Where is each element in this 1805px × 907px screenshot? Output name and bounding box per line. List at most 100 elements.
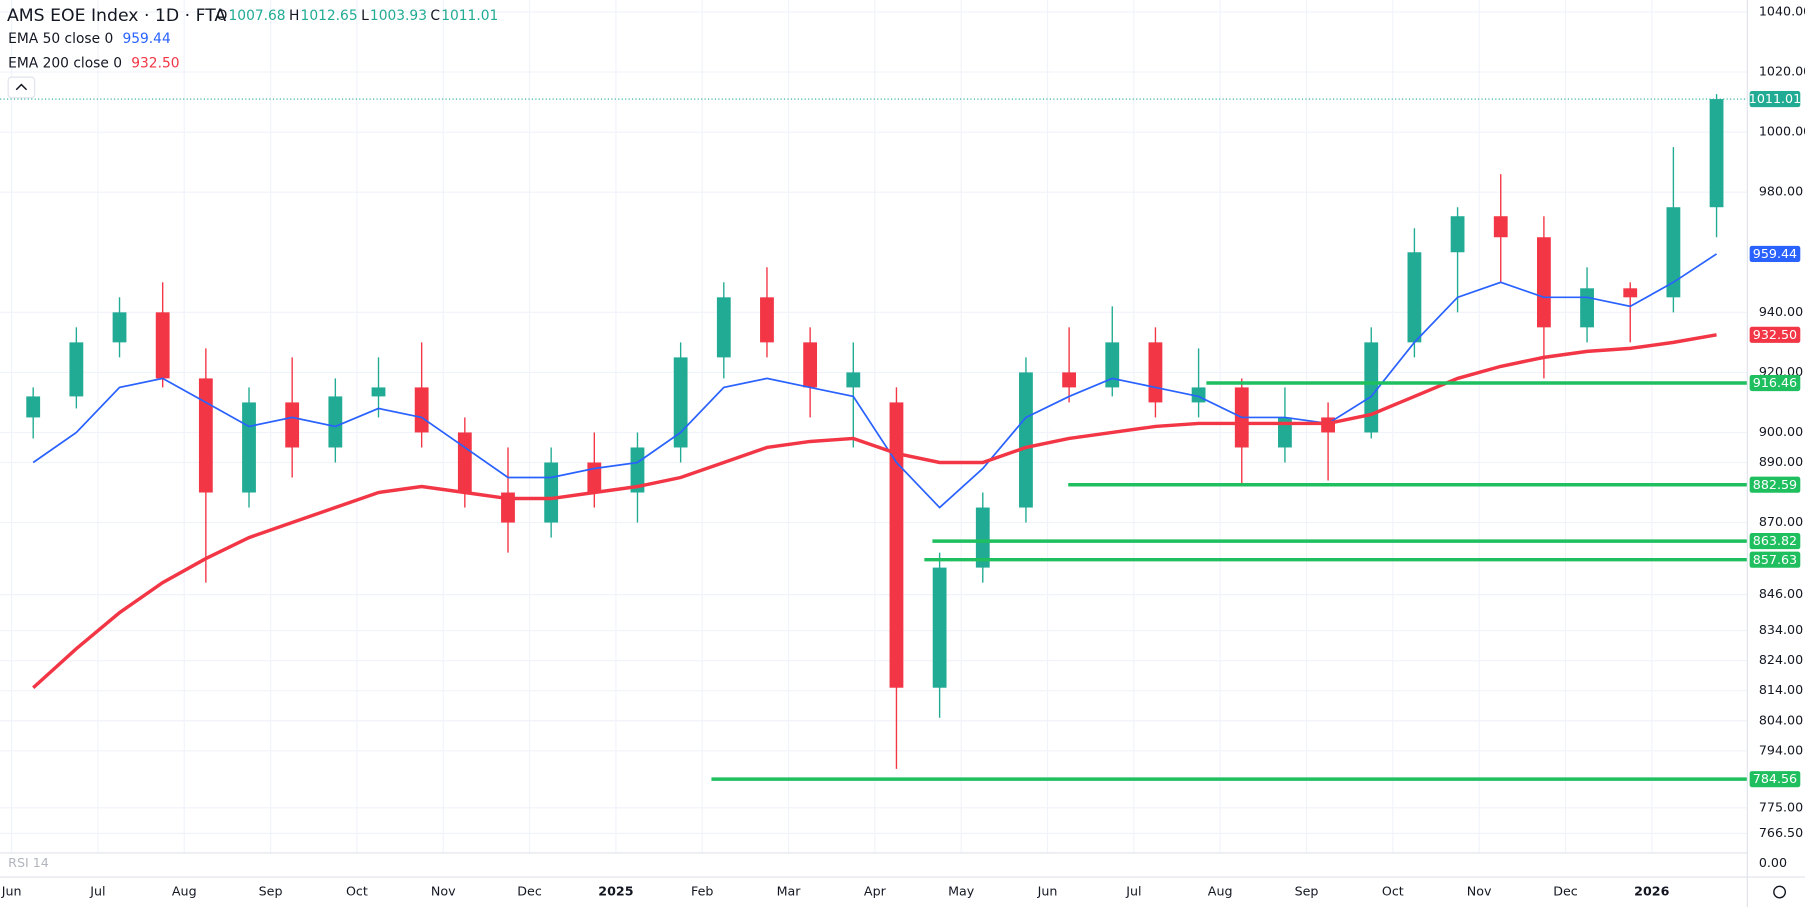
ema-line (32, 333, 1717, 690)
x-tick-label: 2026 (1634, 884, 1669, 899)
legend-value: 959.44 (122, 31, 170, 47)
y-tick-label: 890.00 (1759, 454, 1803, 469)
y-tick-label: 870.00 (1759, 514, 1803, 529)
y-tick-label: 900.00 (1759, 424, 1803, 439)
candle-body (198, 378, 213, 493)
candle-body (1709, 99, 1724, 208)
price-tag (1749, 533, 1801, 550)
candle-body (1623, 288, 1638, 298)
x-tick-label: Jun (1037, 884, 1058, 899)
candle-body (285, 402, 300, 448)
candle-body (1450, 216, 1465, 253)
candle-body (1536, 237, 1551, 328)
legend-entry: EMA 200 close 0 (8, 55, 122, 71)
y-tick-label: 940.00 (1759, 304, 1803, 319)
candle-body (328, 396, 343, 448)
candle-body (1666, 207, 1681, 298)
y-tick-label: 834.00 (1759, 622, 1803, 637)
candle-body (242, 402, 256, 493)
price-tag (1749, 91, 1801, 108)
ohlc-key: O (216, 8, 227, 24)
price-tag (1749, 771, 1801, 788)
x-tick-label: Dec (517, 884, 542, 899)
candle-body (1407, 252, 1422, 343)
y-tick-label: 1040.00 (1759, 4, 1805, 19)
collapse-button[interactable] (7, 76, 36, 99)
x-tick-label: Mar (777, 884, 802, 899)
x-tick-label: Jul (1125, 884, 1141, 899)
x-tick-label: Sep (259, 884, 283, 899)
y-tick-label: 814.00 (1759, 682, 1803, 697)
ohlc-value: 1007.68 (229, 8, 286, 24)
x-tick-label: May (948, 884, 975, 899)
ohlc-value: 1003.93 (370, 8, 427, 24)
legend-entry: EMA 50 close 0 (8, 31, 113, 47)
price-tag-label: 916.46 (1753, 375, 1797, 390)
x-tick-label: Dec (1553, 884, 1578, 899)
ohlc-value: 1011.01 (441, 8, 498, 24)
x-tick-label: Jul (89, 884, 105, 899)
candle-body (846, 372, 861, 388)
candle-body (155, 312, 170, 379)
candle-body (673, 357, 688, 448)
ohlc-key: H (289, 8, 299, 24)
candle-body (932, 567, 947, 688)
y-tick-label: 766.50 (1759, 825, 1803, 840)
y-tick-label: 846.00 (1759, 586, 1803, 601)
collapse-icon (15, 83, 28, 91)
price-tag-label: 1011.01 (1749, 91, 1801, 106)
x-tick-label: 2025 (598, 884, 633, 899)
candle-body (1105, 342, 1120, 388)
price-tag (1749, 326, 1801, 343)
candle-body (803, 342, 818, 388)
x-tick-label: Apr (864, 884, 887, 899)
candle-body (889, 402, 904, 688)
candle-body (371, 387, 386, 397)
price-tag-label: 863.82 (1753, 533, 1797, 548)
candle-body (630, 447, 645, 493)
candle-body (69, 342, 84, 397)
ohlc-value: 1012.65 (301, 8, 358, 24)
x-tick-label: Nov (1467, 884, 1492, 899)
candle-body (716, 297, 731, 358)
x-tick-label: Sep (1295, 884, 1319, 899)
candle-body (1062, 372, 1077, 388)
price-tag (1749, 476, 1801, 493)
candle-body (1148, 342, 1163, 403)
x-tick-label: Aug (1208, 884, 1233, 899)
ohlc-key: L (361, 8, 369, 24)
y-tick-label: 824.00 (1759, 652, 1803, 667)
price-tag (1749, 551, 1801, 568)
ema-line (32, 253, 1718, 509)
candle-body (1019, 372, 1033, 508)
candle-body (414, 387, 429, 433)
y-tick-label: 804.00 (1759, 712, 1803, 727)
price-tag-label: 959.44 (1753, 246, 1797, 261)
candle-body (457, 432, 472, 493)
x-tick-label: Aug (172, 884, 197, 899)
price-tag-label: 932.50 (1753, 327, 1797, 342)
price-tag-label: 784.56 (1753, 771, 1797, 786)
y-tick-label: 794.00 (1759, 742, 1803, 757)
x-tick-label: Nov (431, 884, 456, 899)
y-tick-label: 1020.00 (1759, 64, 1805, 79)
x-tick-label: Feb (691, 884, 713, 899)
price-tag (1749, 374, 1801, 392)
price-tag (1749, 245, 1801, 263)
candle-body (1493, 216, 1508, 238)
x-tick-label: Oct (1382, 884, 1404, 899)
candle-body (544, 462, 559, 523)
price-tag-label: 857.63 (1753, 552, 1797, 567)
ohlc-key: C (430, 8, 440, 24)
rsi-label: RSI 14 (8, 855, 49, 870)
legend-value: 932.50 (131, 55, 179, 71)
x-tick-label: Jun (1, 884, 22, 899)
x-tick-label: Oct (346, 884, 368, 899)
candle-body (1364, 342, 1379, 433)
candle-body (1580, 288, 1594, 328)
y-tick-label: 1000.00 (1759, 124, 1805, 139)
candle-body (760, 297, 774, 343)
candle-body (26, 396, 41, 418)
settings-icon[interactable] (1773, 885, 1787, 899)
